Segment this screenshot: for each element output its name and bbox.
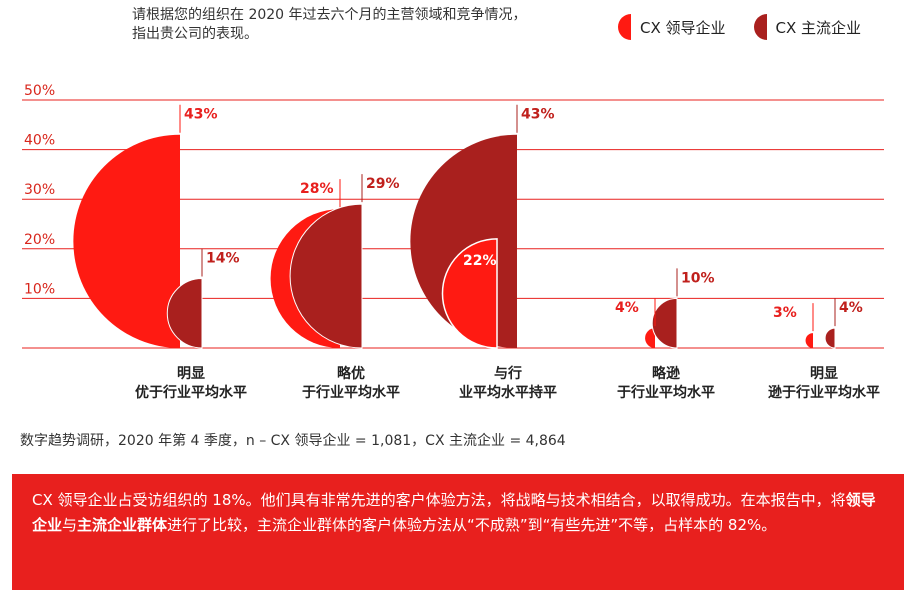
legend-label-mainstream: CX 主流企业 <box>775 18 862 37</box>
value-label-leader: 22% <box>463 253 497 269</box>
y-tick-label: 50% <box>24 83 55 99</box>
value-label-leader: 3% <box>773 305 797 321</box>
legend-swatch-leader-icon <box>618 14 631 40</box>
bar-mainstream <box>166 278 203 349</box>
summary-callout: CX 领导企业占受访组织的 18%。他们具有非常先进的客户体验方法，将战略与技术… <box>12 474 904 590</box>
category-label: 于行业平均水平 <box>617 384 715 401</box>
category-label: 明显 <box>177 366 205 382</box>
bar-mainstream <box>289 203 363 349</box>
category-label: 逊于行业平均水平 <box>768 384 880 401</box>
value-label-mainstream: 10% <box>681 270 715 286</box>
bar-leader <box>73 134 180 348</box>
legend-item-leader: CX 领导企业 <box>618 14 726 40</box>
value-label-leader: 28% <box>300 181 334 197</box>
y-tick-label: 30% <box>24 182 55 198</box>
legend-swatch-mainstream-icon <box>753 14 767 40</box>
y-tick-label: 10% <box>24 281 55 297</box>
category-label: 优于行业平均水平 <box>135 384 247 401</box>
legend-item-mainstream: CX 主流企业 <box>753 14 862 40</box>
value-label-mainstream: 29% <box>366 176 400 192</box>
footnote: 数字趋势调研，2020 年第 4 季度，n – CX 领导企业 = 1,081，… <box>20 433 566 449</box>
y-tick-label: 40% <box>24 133 55 149</box>
category-label: 略优 <box>337 365 365 382</box>
survey-question-line-2: 指出贵公司的表现。 <box>132 26 258 42</box>
category-label: 于行业平均水平 <box>302 384 400 401</box>
category-label: 业平均水平持平 <box>459 384 557 401</box>
bar-mainstream <box>824 327 836 349</box>
value-label-leader: 43% <box>184 107 218 123</box>
callout-text-2: 与 <box>62 516 78 534</box>
category-label: 略逊 <box>652 365 680 382</box>
survey-question: 请根据您的组织在 2020 年过去六个月的主营领域和竞争情况， 指出贵公司的表现… <box>132 6 602 44</box>
value-label-mainstream: 43% <box>521 107 555 123</box>
value-label-mainstream: 4% <box>839 300 863 316</box>
value-label-mainstream: 14% <box>206 251 240 267</box>
bar-leader <box>645 328 655 348</box>
callout-text-1: CX 领导企业占受访组织的 18%。他们具有非常先进的客户体验方法，将战略与技术… <box>32 491 846 509</box>
value-label-leader: 4% <box>615 300 639 316</box>
bar-mainstream <box>651 297 678 349</box>
category-label: 明显 <box>810 366 838 382</box>
chart-legend: CX 领导企业 CX 主流企业 <box>618 14 889 40</box>
half-circle-bar-chart: 50% 40% 30% 20% 10% 43% 14% 28% 29% 22% 43% 4% 10% 3%… <box>22 83 884 401</box>
callout-text-3: 进行了比较，主流企业群体的客户体验方法从“不成熟”到“有些先进”不等，占样本的 … <box>167 516 777 534</box>
y-tick-label: 20% <box>24 232 55 248</box>
bar-leader <box>441 238 498 349</box>
callout-bold-leader: 领导企业 <box>32 491 876 534</box>
bar-leader <box>805 333 813 348</box>
callout-bold-mainstream: 主流企业群体 <box>77 516 168 534</box>
survey-question-line-1: 请根据您的组织在 2020 年过去六个月的主营领域和竞争情况， <box>132 7 527 23</box>
legend-label-leader: CX 领导企业 <box>640 18 726 37</box>
category-label: 与行 <box>494 365 522 382</box>
